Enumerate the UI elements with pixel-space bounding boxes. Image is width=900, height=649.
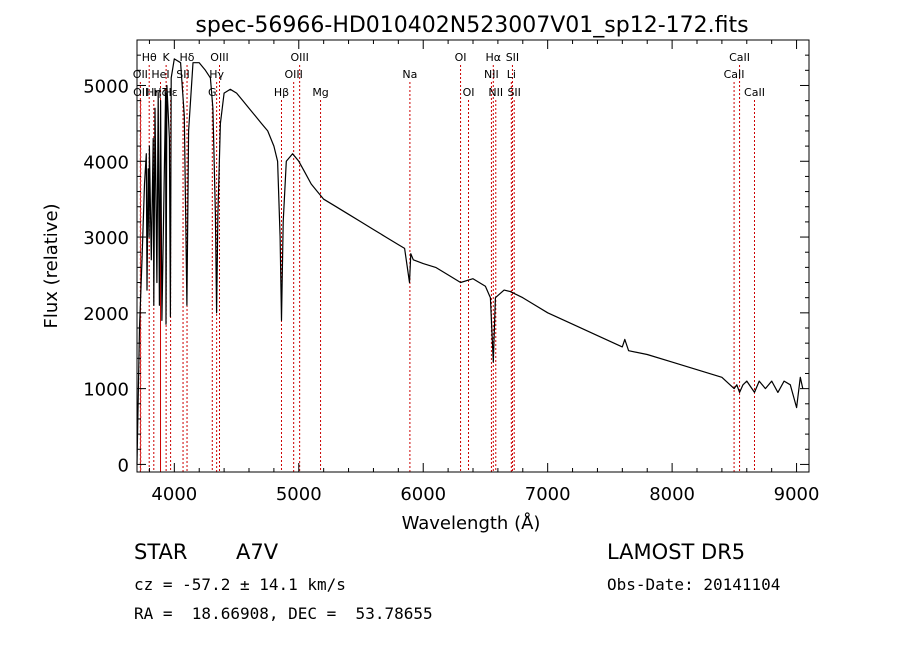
plot-frame — [136, 39, 810, 473]
line-label-15: OIII — [284, 68, 302, 81]
spectrum-line-0 — [136, 58, 804, 465]
redshift-readout: cz = -57.2 ± 14.1 km/s — [134, 575, 346, 594]
line-label-9: Hδ — [180, 51, 195, 64]
y-tick-label: 2000 — [83, 304, 129, 325]
line-label-23: SII — [506, 51, 519, 64]
line-label-26: CaII — [729, 51, 750, 64]
line-label-14: OIII — [290, 51, 308, 64]
observation-date: Obs-Date: 20141104 — [607, 575, 781, 594]
line-label-16: Mg — [312, 86, 328, 99]
line-label-0: Hθ — [142, 51, 157, 64]
x-tick-label: 7000 — [525, 484, 571, 505]
line-label-5: Hζ — [153, 86, 167, 99]
line-label-27: CaII — [724, 68, 745, 81]
y-tick-label: 0 — [118, 455, 129, 476]
chart-title: spec-56966-HD010402N523007V01_sp12-172.f… — [195, 13, 748, 38]
y-tick-label: 3000 — [83, 228, 129, 249]
line-label-17: Na — [402, 68, 417, 81]
line-label-18: OI — [455, 51, 467, 64]
line-label-28: CaII — [744, 86, 765, 99]
line-label-25: SII — [507, 86, 520, 99]
y-axis: 0 1000 2000 3000 4000 5000 — [83, 54, 809, 476]
line-label-24: Li — [507, 68, 516, 81]
x-tick-label: 8000 — [649, 484, 695, 505]
line-label-10: OIII — [210, 51, 228, 64]
x-tick-label: 9000 — [774, 484, 820, 505]
y-axis-label: Flux (relative) — [41, 203, 62, 328]
line-label-22: NII — [488, 86, 503, 99]
line-label-4: HeI — [151, 68, 169, 81]
object-class: STAR — [134, 540, 188, 564]
line-label-20: Hα — [486, 51, 502, 64]
coordinates-readout: RA = 18.66908, DEC = 53.78655 — [134, 604, 433, 623]
x-axis: 4000 5000 6000 7000 8000 9000 — [148, 40, 820, 505]
line-label-6: K — [163, 51, 171, 64]
line-label-11: Hγ — [209, 68, 224, 81]
line-label-12: G — [208, 86, 217, 99]
y-tick-label: 1000 — [83, 380, 129, 401]
x-tick-label: 5000 — [276, 484, 322, 505]
x-tick-label: 6000 — [400, 484, 446, 505]
y-tick-label: 4000 — [83, 152, 129, 173]
y-tick-label: 5000 — [83, 76, 129, 97]
line-label-8: SII — [176, 68, 189, 81]
x-tick-label: 4000 — [151, 484, 197, 505]
line-label-13: Hβ — [274, 86, 289, 99]
spectral-subclass: A7V — [236, 540, 279, 564]
survey-name: LAMOST DR5 — [607, 540, 746, 564]
x-axis-label: Wavelength (Å) — [402, 512, 541, 534]
spectrum-series — [136, 58, 804, 465]
spectrum-chart: spec-56966-HD010402N523007V01_sp12-172.f… — [41, 13, 820, 534]
line-label-21: NII — [484, 68, 499, 81]
line-label-19: OI — [463, 86, 475, 99]
